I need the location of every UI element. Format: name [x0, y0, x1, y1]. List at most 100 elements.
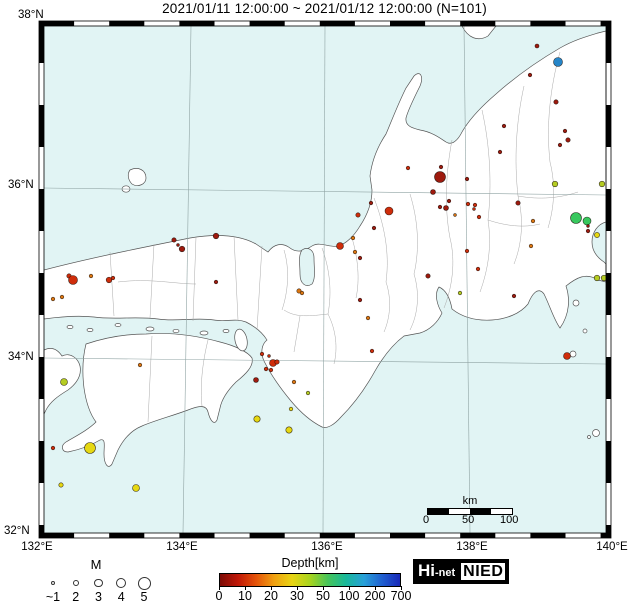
earthquake-marker — [296, 288, 302, 294]
earthquake-marker — [437, 204, 443, 210]
earthquake-marker — [110, 275, 116, 281]
earthquake-marker — [475, 266, 481, 272]
depth-colorbar-tickmark — [218, 586, 220, 590]
earthquake-marker — [212, 232, 220, 240]
earthquake-marker — [253, 415, 261, 423]
earthquake-marker — [551, 180, 559, 188]
magnitude-legend-label: 4 — [117, 590, 125, 604]
inland-sea-islet — [66, 325, 74, 329]
earthquake-marker — [132, 484, 140, 492]
gridline-36n — [43, 187, 607, 196]
depth-colorbar-ticklabel: 30 — [290, 589, 304, 603]
earthquake-marker — [570, 212, 582, 224]
earthquake-marker — [472, 207, 476, 211]
gridline-136e — [322, 25, 326, 534]
earthquake-marker — [291, 379, 297, 385]
earthquake-marker — [476, 214, 482, 220]
earthquake-markers — [50, 43, 608, 492]
gridline-134e — [182, 25, 192, 534]
earthquake-marker — [336, 242, 344, 250]
scale-bar-segments — [427, 508, 513, 515]
magnitude-legend-label: ~1 — [45, 590, 61, 604]
depth-colorbar-ticklabel: 20 — [264, 589, 278, 603]
lon-label-138e: 138°E — [456, 541, 488, 553]
earthquake-marker — [285, 426, 293, 434]
earthquake-marker — [384, 206, 394, 216]
earthquake-marker — [453, 213, 457, 217]
izu-island — [587, 435, 591, 439]
earthquake-marker — [430, 189, 436, 195]
depth-colorbar — [219, 573, 401, 587]
magnitude-legend-circle — [50, 580, 56, 586]
earthquake-marker — [534, 43, 540, 49]
izu-island — [572, 299, 580, 307]
magnitude-legend-label: 5 — [140, 590, 148, 604]
earthquake-marker — [438, 164, 444, 170]
magnitude-legend-label: 2 — [72, 590, 80, 604]
depth-colorbar-ticklabel: 100 — [338, 589, 360, 603]
depth-colorbar-ticklabel: 50 — [316, 589, 330, 603]
depth-colorbar-tickmark — [322, 586, 324, 590]
lon-label-136e: 136°E — [311, 541, 343, 553]
earthquake-marker — [598, 180, 606, 188]
earthquake-marker — [501, 123, 507, 129]
izu-island — [569, 350, 577, 358]
lat-label-36n: 36°N — [8, 179, 34, 191]
hinet-nied-logo[interactable]: Hi -net NIED — [413, 559, 510, 584]
earthquake-marker — [213, 279, 219, 285]
lon-label-140e: 140°E — [596, 541, 628, 553]
earthquake-marker — [59, 294, 65, 300]
earthquake-marker — [472, 202, 478, 208]
inland-sea-islet — [172, 328, 180, 334]
earthquake-marker — [553, 99, 559, 105]
earthquake-marker — [105, 276, 113, 284]
earthquake-marker — [88, 273, 94, 279]
earthquake-marker — [594, 232, 600, 238]
lon-label-134e: 134°E — [166, 541, 198, 553]
earthquake-marker — [369, 348, 375, 354]
scale-bar-unit: km — [462, 495, 478, 507]
inland-sea-islet — [86, 328, 94, 332]
earthquake-marker — [434, 171, 446, 183]
earthquake-marker — [582, 216, 592, 226]
earthquake-marker — [563, 352, 571, 360]
earthquake-marker — [497, 149, 503, 155]
depth-colorbar-tickmark — [374, 586, 376, 590]
earthquake-marker — [527, 72, 533, 78]
prefecture-borders — [109, 51, 579, 423]
depth-colorbar-tickmark — [296, 586, 298, 590]
depth-legend-title: Depth[km] — [281, 556, 339, 570]
earthquake-marker — [465, 201, 471, 207]
earthquake-marker — [267, 354, 271, 358]
lat-label-34n: 34°N — [8, 351, 34, 363]
depth-colorbar-ticklabel: 200 — [364, 589, 386, 603]
depth-colorbar-tickmark — [400, 586, 402, 590]
earthquake-marker — [562, 128, 568, 134]
earthquake-marker — [357, 297, 363, 303]
earthquake-marker — [350, 235, 356, 241]
depth-colorbar-tickmark — [270, 586, 272, 590]
magnitude-legend-circle — [72, 579, 79, 587]
depth-colorbar-ticklabel: 10 — [238, 589, 252, 603]
earthquake-marker — [446, 198, 452, 204]
gridline-34n — [43, 357, 607, 365]
earthquake-marker — [553, 57, 563, 67]
earthquake-marker — [176, 243, 180, 247]
scale-bar-tick: 50 — [462, 514, 475, 526]
magnitude-legend-circle — [116, 578, 127, 588]
earthquake-marker — [171, 237, 177, 243]
map-frame — [38, 20, 612, 539]
gridline-138e — [463, 25, 471, 534]
earthquake-marker — [178, 245, 186, 253]
izu-island — [582, 328, 588, 334]
scale-bar: km 0 50 100 — [423, 495, 519, 529]
depth-colorbar-ticklabel: 700 — [390, 589, 412, 603]
earthquake-marker — [352, 249, 358, 255]
earthquake-marker — [274, 359, 280, 365]
scale-bar-tick: 100 — [500, 514, 519, 526]
earthquake-marker — [58, 482, 64, 488]
earthquake-marker — [557, 142, 563, 148]
earthquake-marker — [457, 290, 463, 296]
earthquake-marker — [84, 442, 96, 454]
